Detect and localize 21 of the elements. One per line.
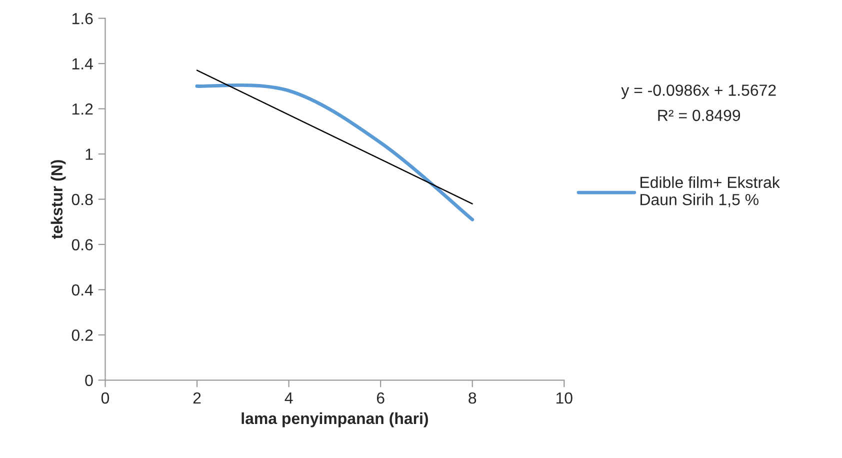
y-tick-label: 1.4 — [72, 58, 93, 70]
y-tick-label: 1.2 — [72, 103, 93, 115]
x-tick-label: 6 — [376, 392, 384, 404]
y-tick-label: 1 — [86, 148, 93, 160]
y-tick-label: 0.4 — [72, 284, 93, 296]
y-tick-label: 0.2 — [72, 330, 93, 341]
x-tick-label: 10 — [556, 392, 572, 404]
text: R² = 0.8499 — [658, 110, 740, 122]
y-tick-label: 0 — [85, 374, 93, 386]
text: y = -0.0986x + 1.5672 — [621, 84, 776, 100]
x-tick-label: 8 — [468, 392, 476, 404]
x-tick-label: 4 — [284, 392, 293, 404]
legend-label: Edible film+ Ekstrak Daun Sirih 1,5 % — [640, 176, 780, 208]
y-tick-label: 0.8 — [72, 194, 93, 206]
y-tick-label: 0.6 — [72, 239, 93, 250]
x-axis-title: lama penyimpanan (hari) — [242, 412, 428, 428]
x-tick-label: 0 — [101, 392, 110, 404]
y-tick-label: 1.6 — [72, 12, 93, 24]
line-series — [195, 83, 474, 222]
x-tick-label: 2 — [193, 392, 201, 404]
y-axis-title: tekstur (N) — [50, 160, 66, 239]
